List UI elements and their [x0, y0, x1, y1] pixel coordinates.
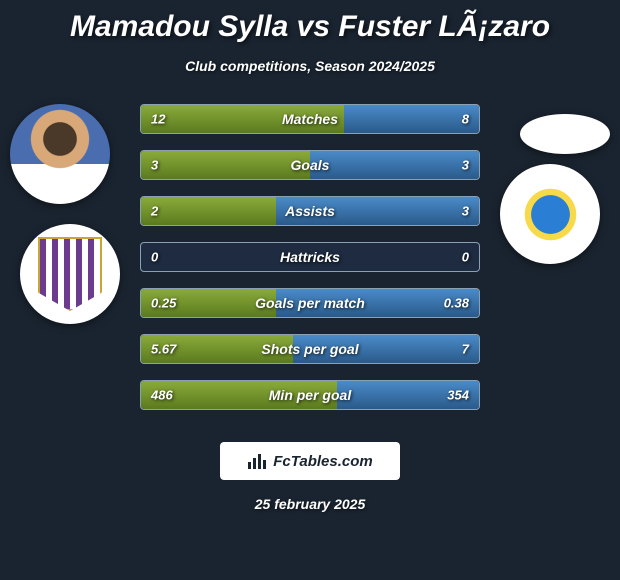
stat-label: Hattricks: [141, 249, 479, 265]
stat-row: 0 0Hattricks: [140, 242, 480, 272]
stat-value-left: 12: [151, 112, 165, 127]
stat-row: 486354Min per goal: [140, 380, 480, 410]
stat-row: 23Assists: [140, 196, 480, 226]
comparison-panel: 128Matches33Goals23Assists00Hattricks0.2…: [0, 104, 620, 424]
stat-value-right: 354: [447, 388, 469, 403]
player-right-avatar: [520, 114, 610, 154]
stat-bar-left: [141, 197, 276, 225]
stat-bar-right: [344, 105, 479, 133]
stats-container: 128Matches33Goals23Assists00Hattricks0.2…: [140, 104, 480, 426]
date-text: 25 february 2025: [0, 496, 620, 512]
stat-bar-right: [276, 197, 479, 225]
stat-bar-left: [141, 151, 310, 179]
stat-value-right: 8: [462, 112, 469, 127]
club-crest-right: [500, 164, 600, 264]
stat-value-left: 5.67: [151, 342, 176, 357]
stat-value-left: 0.25: [151, 296, 176, 311]
stat-bar-right: [310, 151, 479, 179]
player-left-avatar: [10, 104, 110, 204]
stat-value-right: 0: [462, 250, 469, 265]
stat-value-right: 3: [462, 158, 469, 173]
stat-value-left: 0: [151, 250, 158, 265]
stat-value-left: 2: [151, 204, 158, 219]
stat-value-right: 0.38: [444, 296, 469, 311]
club-crest-left: [20, 224, 120, 324]
footer-logo-text: FcTables.com: [273, 453, 372, 470]
stat-value-right: 3: [462, 204, 469, 219]
stat-value-right: 7: [462, 342, 469, 357]
chart-icon: [247, 452, 267, 470]
stat-value-left: 486: [151, 388, 173, 403]
subtitle: Club competitions, Season 2024/2025: [0, 58, 620, 74]
stat-value-left: 3: [151, 158, 158, 173]
stat-row: 128Matches: [140, 104, 480, 134]
footer-logo: FcTables.com: [220, 442, 400, 480]
stat-row: 33Goals: [140, 150, 480, 180]
stat-row: 5.677Shots per goal: [140, 334, 480, 364]
stat-row: 0.250.38Goals per match: [140, 288, 480, 318]
page-title: Mamadou Sylla vs Fuster LÃ¡zaro: [0, 0, 620, 44]
stat-bar-left: [141, 105, 344, 133]
stat-bar-right: [293, 335, 479, 363]
